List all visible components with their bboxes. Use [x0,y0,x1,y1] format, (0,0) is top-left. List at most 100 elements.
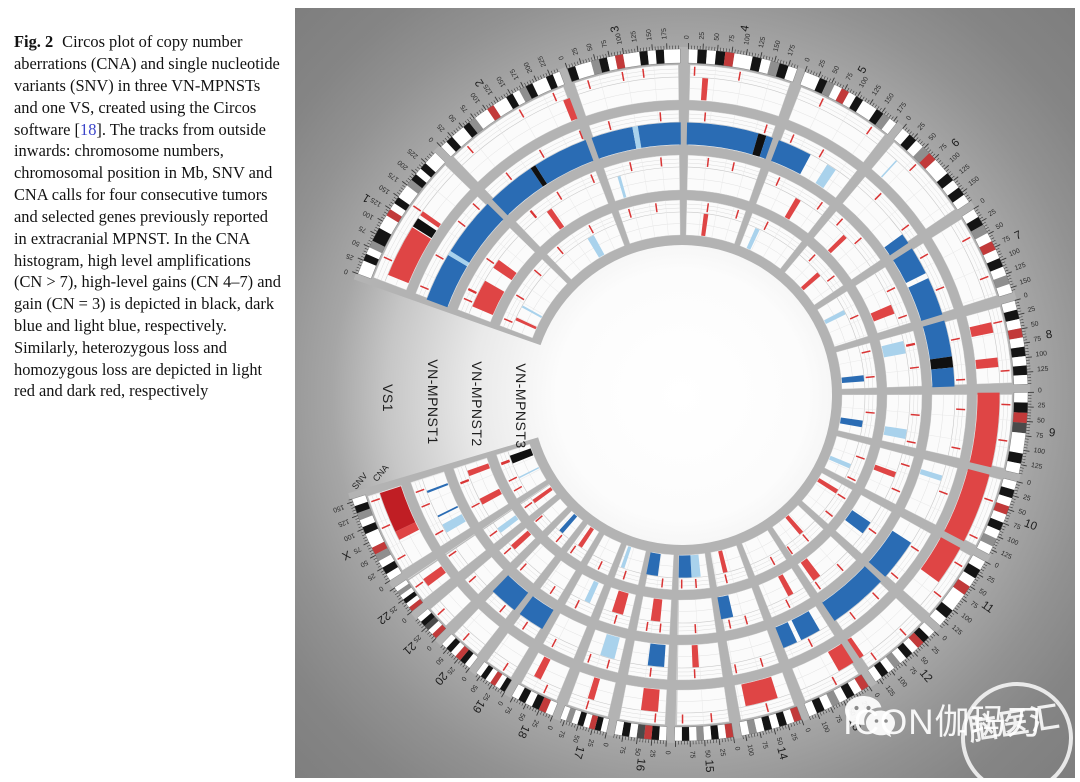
ideogram-band [490,671,503,687]
reference-link[interactable]: 18 [80,119,97,139]
ideogram-band [885,652,901,669]
position-grid-line [639,687,645,723]
minor-tick [462,122,466,126]
minor-tick [841,85,845,89]
minor-tick [611,52,613,57]
snv-guide-line [861,344,870,389]
position-grid-line [920,201,950,223]
snv-tick [533,269,542,277]
chromosome-arc [676,686,730,726]
ideogram-band [936,173,954,189]
minor-tick [1001,528,1005,531]
minor-tick [1004,269,1009,272]
chromosome-label: 1 [361,191,373,205]
ideogram-band [987,517,1004,531]
tick-label: 25 [481,692,491,702]
chromosome-arc [445,535,487,573]
minor-tick [417,620,421,624]
ideogram-band [975,232,992,248]
snv-tick [552,92,558,102]
major-tick [533,75,537,82]
minor-tick [982,221,986,225]
minor-tick [812,71,815,75]
snv-tick [734,664,738,674]
minor-tick [486,105,489,109]
minor-tick [469,117,473,121]
position-grid-line [698,644,701,680]
ideogram-band [571,709,582,725]
snv-guide-line [716,574,748,584]
minor-tick [388,204,393,207]
minor-tick [501,95,504,99]
ideogram-band [929,609,947,626]
cna-guide-line [848,394,854,434]
minor-tick [945,168,949,172]
minor-tick [516,699,519,704]
position-grid-line [788,513,813,541]
major-tick [363,244,370,248]
snv-guide-line [371,494,407,569]
minor-tick [415,168,419,172]
major-tick [385,205,391,210]
snv-guide-line [867,394,874,438]
major-tick [1020,464,1027,467]
chromosome-arc [801,472,853,525]
minor-tick [362,534,366,537]
ideogram-band [359,515,376,528]
position-grid-line [711,552,719,587]
minor-tick [506,92,509,97]
major-tick [509,696,514,703]
snv-guide-line [972,478,998,544]
minor-tick [986,229,991,232]
ring-divider-line [602,608,631,618]
minor-tick [384,211,388,215]
position-grid-line [573,577,590,610]
minor-tick [958,185,962,188]
snv-guide-line [749,220,798,248]
position-grid-line [760,76,771,111]
snv-guide-line [789,526,821,553]
ideogram-band [881,118,897,135]
minor-tick [355,269,360,272]
ring-divider-line [473,571,487,586]
tick-label: 50 [468,683,478,693]
tick-label: 125 [337,517,350,528]
cna-segment [824,310,846,324]
minor-tick [828,78,831,82]
snv-guide-line [449,552,462,570]
tick-label: 0 [425,644,433,652]
ring-divider-line [886,527,921,576]
cna-segment [620,546,632,569]
snv-guide-line [419,199,481,296]
snv-guide-line [911,394,919,448]
minor-tick [360,531,365,534]
ring-divider-line [947,394,956,456]
ideogram-band [1010,346,1026,358]
ideogram-band [363,253,379,266]
snv-guide-line [859,182,912,240]
snv-guide-line [999,394,1009,468]
ideogram-outline [1005,392,1029,475]
ideogram-band [402,591,418,604]
minor-tick [478,110,482,114]
tick-label: 75 [907,666,917,676]
circos-plot: 0255075100125150175200225102550751001251… [332,24,1056,773]
ideogram-band [1013,392,1028,403]
minor-tick [1024,444,1028,446]
snv-tick [874,192,882,201]
minor-tick [565,721,568,725]
minor-tick [453,130,457,134]
snv-guide-line [461,230,513,312]
position-grid-line [879,613,904,641]
ideogram-band [397,583,412,596]
snv-tick [872,592,880,600]
cna-segment [791,611,820,641]
minor-tick [1001,261,1006,264]
ring-divider-line [904,394,911,446]
ideogram-outline [394,579,424,612]
ideogram-band [464,653,479,669]
snv-tick [886,286,896,293]
position-grid-line [888,159,914,185]
minor-tick [498,97,501,101]
minor-tick [364,539,368,542]
